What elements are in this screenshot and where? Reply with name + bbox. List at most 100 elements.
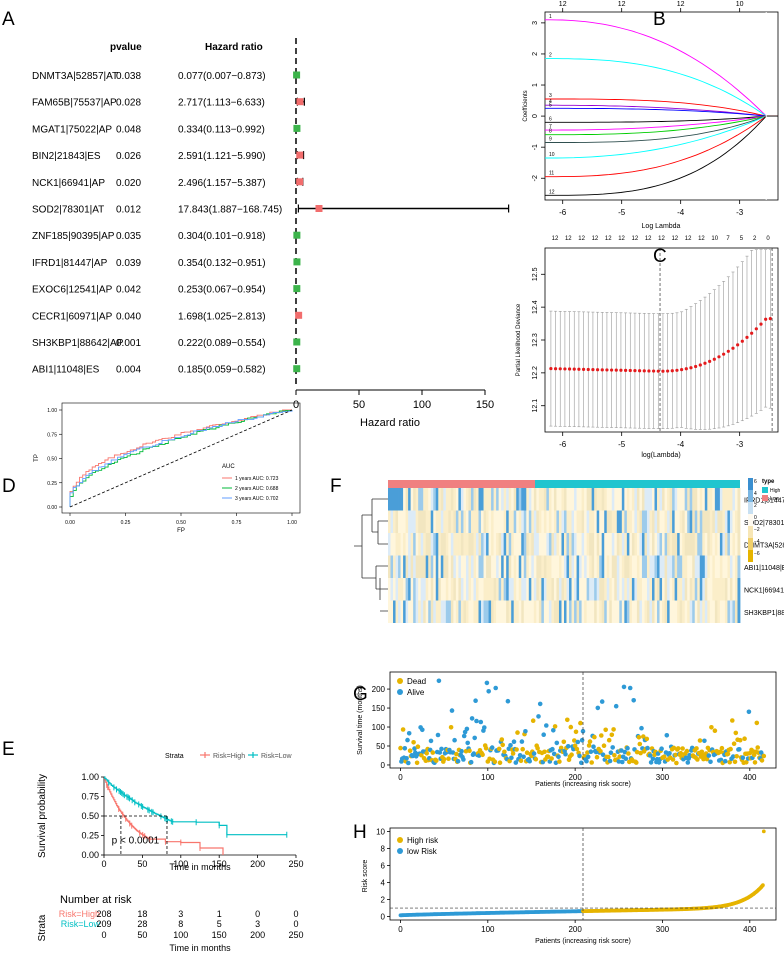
color-scale-label: 0	[754, 515, 757, 521]
heatmap-cell	[727, 510, 731, 533]
heatmap-cell	[465, 555, 469, 578]
alive-point	[620, 759, 625, 765]
heatmap-cell	[734, 510, 738, 533]
heatmap-cell	[443, 600, 447, 623]
hazard-ratio-value: 0.077(0.007−0.873)	[178, 71, 266, 82]
dead-point	[592, 734, 597, 740]
heatmap-cell	[596, 600, 600, 623]
dead-point	[515, 730, 520, 735]
panel-label-h: H	[353, 822, 367, 843]
heatmap-cell	[463, 600, 467, 623]
alive-point	[489, 745, 495, 750]
heatmap-cell	[546, 488, 550, 511]
panel-label-c: C	[653, 246, 667, 267]
heatmap-cell	[694, 578, 698, 601]
heatmap-cell	[435, 488, 439, 511]
heatmap-cell	[513, 555, 517, 578]
heatmap-cell	[536, 510, 540, 533]
heatmap-cell	[619, 510, 623, 533]
alive-point	[550, 746, 555, 752]
alive-point	[511, 739, 517, 744]
heatmap-cell	[621, 488, 625, 511]
pvalue-value: 0.028	[116, 98, 141, 109]
heatmap-cell	[702, 533, 706, 556]
heatmap-cell	[445, 510, 449, 533]
heatmap-cell	[546, 510, 550, 533]
heatmap-cell	[408, 555, 412, 578]
alive-point	[625, 745, 630, 751]
alive-point	[631, 698, 636, 703]
deviance-point	[661, 369, 665, 373]
heatmap-cell	[722, 555, 726, 578]
top-tick-label-c: 12	[565, 236, 572, 242]
gene-label: DNMT3A|52857|AT	[32, 71, 118, 82]
heatmap-cell	[574, 488, 577, 511]
dead-point	[744, 760, 749, 765]
heatmap-cell	[692, 555, 696, 578]
heatmap-cell	[611, 533, 615, 556]
risk-table-title: Number at risk	[60, 894, 132, 906]
coef-path	[545, 115, 778, 123]
dead-point	[514, 747, 519, 752]
dead-point	[446, 756, 451, 761]
dead-point	[398, 745, 403, 751]
alive-point	[531, 751, 537, 756]
dead-point	[467, 748, 472, 754]
heatmap-cell	[621, 533, 625, 556]
alive-point	[455, 758, 461, 764]
heatmap-cell	[682, 510, 686, 533]
x-axis-title-c: log(Lambda)	[641, 452, 680, 459]
heatmap-cell	[606, 578, 610, 601]
heatmap-cell	[561, 578, 565, 601]
legend-marker-g	[397, 678, 403, 684]
risk-table-cell: 0	[293, 919, 298, 929]
deviance-point	[684, 367, 688, 371]
heatmap-cell	[679, 488, 683, 511]
heatmap-cell	[435, 578, 439, 601]
dead-point	[599, 733, 604, 738]
heatmap-cell	[601, 488, 605, 511]
x-tick-label-d: 1.00	[287, 520, 297, 526]
dead-point	[407, 748, 413, 753]
dead-point	[609, 732, 615, 738]
heatmap-cell	[604, 533, 608, 556]
heatmap-cell	[408, 510, 412, 533]
heatmap-cell	[737, 533, 741, 556]
heatmap-cell	[561, 488, 565, 511]
alive-point	[461, 733, 467, 739]
heatmap-cell	[508, 533, 512, 556]
heatmap-cell	[722, 600, 726, 623]
heatmap-cell	[672, 533, 676, 556]
heatmap-cell	[724, 578, 728, 601]
pvalue-value: 0.038	[116, 71, 141, 82]
heatmap-cell	[415, 555, 419, 578]
heatmap-cell	[624, 488, 628, 511]
roc-curve	[69, 410, 293, 507]
panel-label-g: G	[353, 684, 368, 705]
heatmap-cell	[722, 533, 726, 556]
heatmap-cell	[493, 510, 497, 533]
heatmap-cell	[694, 510, 698, 533]
heatmap-cell	[558, 533, 562, 556]
dead-point	[734, 754, 739, 759]
dead-point	[411, 740, 416, 745]
alive-point	[471, 751, 477, 756]
alive-point	[645, 745, 650, 751]
heatmap-cell	[528, 555, 532, 578]
heatmap-cell	[430, 600, 434, 623]
heatmap-cell	[722, 578, 726, 601]
heatmap-cell	[732, 578, 736, 601]
heatmap-cell	[403, 533, 406, 556]
path-index-label: 3	[549, 93, 552, 99]
deviance-point	[750, 331, 754, 335]
deviance-point	[656, 369, 660, 373]
heatmap-cell	[558, 488, 562, 511]
gene-label: ABI1|11048|ES	[32, 365, 100, 376]
gene-label: ZNF185|90395|AP	[32, 231, 115, 242]
heatmap-cell	[400, 510, 404, 533]
legend-title-d: AUC	[222, 464, 235, 470]
heatmap-cell	[523, 600, 527, 623]
heatmap-cell	[719, 555, 723, 578]
heatmap-cell	[410, 533, 414, 556]
heatmap-cell	[654, 578, 658, 601]
